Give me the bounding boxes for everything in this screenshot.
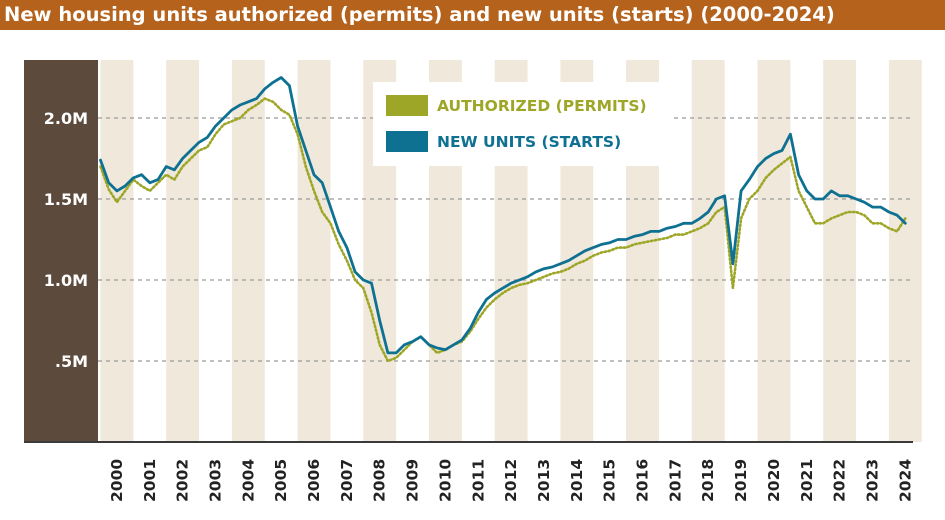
year-band (166, 60, 200, 442)
x-tick-label: 2024 (896, 459, 914, 502)
x-tick-label: 2003 (206, 459, 224, 502)
x-tick-label: 2008 (371, 459, 389, 502)
x-tick-label: 2005 (272, 459, 290, 502)
x-tick-label: 2017 (666, 459, 684, 502)
x-tick-label: 2007 (338, 459, 356, 502)
x-tick-label: 2016 (634, 459, 652, 502)
x-tick-label: 2022 (831, 459, 849, 502)
y-tick-label: 1.0M (44, 271, 88, 290)
x-tick-label: 2009 (404, 459, 422, 502)
legend-box (373, 82, 671, 166)
legend-label: AUTHORIZED (PERMITS) (437, 97, 647, 115)
x-tick-label: 2015 (601, 459, 619, 502)
x-tick-label: 2001 (141, 459, 159, 502)
x-tick-label: 2023 (863, 459, 881, 502)
x-tick-label: 2014 (568, 459, 586, 502)
y-tick-label: 1.5M (44, 190, 88, 209)
x-tick-label: 2019 (732, 459, 750, 502)
x-tick-label: 2011 (469, 459, 487, 502)
y-tick-label: .5M (55, 352, 88, 371)
y-axis-panel (24, 60, 98, 442)
year-band (757, 60, 791, 442)
x-tick-label: 2013 (535, 459, 553, 502)
legend-label: NEW UNITS (STARTS) (437, 133, 621, 151)
legend-swatch (386, 131, 428, 152)
starts-series-line (99, 76, 907, 355)
x-tick-label: 2012 (502, 459, 520, 502)
x-tick-label: 2004 (239, 459, 257, 502)
y-tick-label: 2.0M (44, 109, 88, 128)
x-tick-label: 2002 (174, 459, 192, 502)
year-band (888, 60, 922, 442)
permits-series-line (99, 97, 907, 363)
x-tick-label: 2020 (765, 459, 783, 502)
x-tick-label: 2021 (798, 459, 816, 502)
page-title: New housing units authorized (permits) a… (0, 0, 945, 30)
year-band (231, 60, 265, 442)
year-band (297, 60, 331, 442)
x-tick-label: 2006 (305, 459, 323, 502)
x-tick-label: 2010 (436, 459, 454, 502)
legend-swatch (386, 95, 428, 116)
x-tick-label: 2000 (108, 459, 126, 502)
year-band (691, 60, 725, 442)
year-band (823, 60, 857, 442)
year-band (100, 60, 134, 442)
x-tick-label: 2018 (699, 459, 717, 502)
